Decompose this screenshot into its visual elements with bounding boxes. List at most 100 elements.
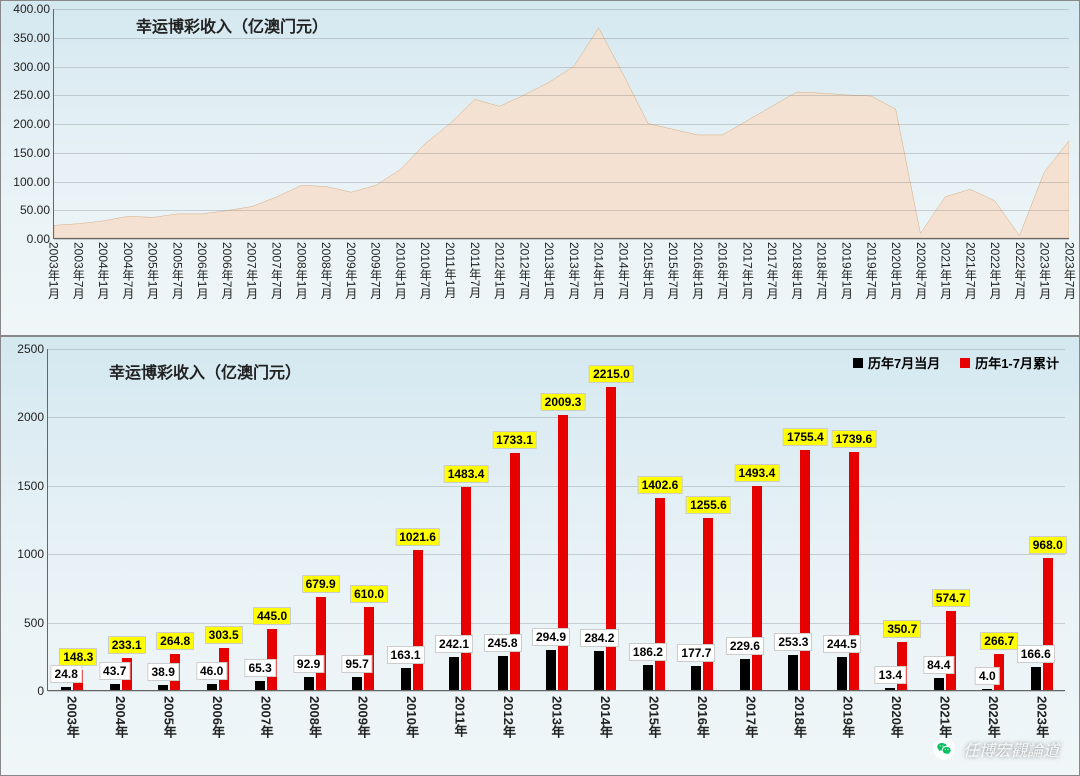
bar-cumulative bbox=[849, 452, 859, 690]
gridline bbox=[54, 210, 1069, 211]
x-axis-label: 2006年 bbox=[208, 690, 227, 738]
x-axis-label: 2011年7月 bbox=[467, 238, 484, 298]
bar-label-red: 1493.4 bbox=[735, 464, 780, 482]
y-axis-label: 300.00 bbox=[13, 60, 54, 74]
bar-label-red: 1483.4 bbox=[444, 465, 489, 483]
gridline bbox=[54, 182, 1069, 183]
bar-label-black: 13.4 bbox=[875, 666, 906, 684]
y-axis-label: 50.00 bbox=[20, 203, 54, 217]
y-axis-label: 2000 bbox=[17, 410, 48, 424]
bar-label-red: 303.5 bbox=[205, 626, 243, 644]
gridline bbox=[54, 95, 1069, 96]
x-axis-label: 2015年 bbox=[644, 690, 663, 738]
bar-label-black: 242.1 bbox=[435, 635, 473, 653]
x-axis-label: 2003年 bbox=[63, 690, 82, 738]
x-axis-label: 2008年 bbox=[305, 690, 324, 738]
x-axis-label: 2007年7月 bbox=[269, 238, 286, 299]
x-axis-label: 2008年7月 bbox=[318, 238, 335, 299]
bar-cumulative bbox=[413, 550, 423, 690]
gridline bbox=[48, 554, 1065, 555]
x-axis-label: 2023年1月 bbox=[1037, 238, 1054, 299]
x-axis-label: 2004年 bbox=[111, 690, 130, 738]
x-axis-label: 2023年 bbox=[1032, 690, 1051, 738]
bar-july bbox=[110, 684, 120, 690]
x-axis-label: 2012年 bbox=[499, 690, 518, 738]
bar-july bbox=[546, 650, 556, 690]
bar-label-black: 284.2 bbox=[580, 629, 618, 647]
bar-cumulative bbox=[364, 607, 374, 690]
bar-label-black: 84.4 bbox=[923, 656, 954, 674]
x-axis-label: 2020年7月 bbox=[913, 238, 930, 299]
bar-cumulative bbox=[1043, 558, 1053, 690]
bar-july bbox=[594, 651, 604, 690]
x-axis-label: 2022年 bbox=[984, 690, 1003, 738]
bar-label-red: 2215.0 bbox=[589, 365, 634, 383]
bar-cumulative bbox=[461, 487, 471, 690]
x-axis-label: 2013年 bbox=[548, 690, 567, 738]
bar-cumulative bbox=[558, 415, 568, 690]
legend-swatch-black bbox=[853, 358, 863, 368]
gridline bbox=[54, 38, 1069, 39]
x-axis-label: 2023年7月 bbox=[1062, 238, 1079, 299]
x-axis-label: 2012年1月 bbox=[492, 238, 509, 299]
x-axis-label: 2017年7月 bbox=[764, 238, 781, 299]
bar-label-black: 46.0 bbox=[196, 662, 227, 680]
bar-july bbox=[1031, 667, 1041, 690]
gridline bbox=[48, 486, 1065, 487]
bar-july bbox=[61, 687, 71, 690]
y-axis-label: 350.00 bbox=[13, 31, 54, 45]
x-axis-label: 2020年1月 bbox=[888, 238, 905, 299]
bar-july bbox=[691, 666, 701, 690]
x-axis-label: 2021年 bbox=[935, 690, 954, 738]
bar-label-black: 43.7 bbox=[99, 662, 130, 680]
bar-label-black: 166.6 bbox=[1017, 645, 1055, 663]
x-axis-label: 2004年1月 bbox=[95, 238, 112, 299]
legend-item-red: 历年1-7月累计 bbox=[960, 353, 1059, 372]
gridline bbox=[54, 67, 1069, 68]
bar-label-black: 24.8 bbox=[51, 665, 82, 683]
x-axis-label: 2007年1月 bbox=[244, 238, 261, 299]
x-axis-label: 2014年 bbox=[596, 690, 615, 738]
bar-chart-container: 幸运博彩收入（亿澳门元） 历年7月当月 历年1-7月累计 05001000150… bbox=[0, 336, 1080, 776]
x-axis-label: 2016年7月 bbox=[715, 238, 732, 299]
x-axis-label: 2021年7月 bbox=[962, 238, 979, 299]
bar-label-red: 233.1 bbox=[108, 636, 146, 654]
bar-label-red: 574.7 bbox=[932, 589, 970, 607]
gridline bbox=[48, 417, 1065, 418]
area-chart-plot: 0.0050.00100.00150.00200.00250.00300.003… bbox=[53, 9, 1069, 239]
x-axis-label: 2017年1月 bbox=[739, 238, 756, 299]
bar-label-black: 95.7 bbox=[341, 655, 372, 673]
bar-july bbox=[207, 684, 217, 690]
x-axis-label: 2009年7月 bbox=[368, 238, 385, 299]
x-axis-label: 2019年 bbox=[838, 690, 857, 738]
bar-july bbox=[498, 656, 508, 690]
bar-label-red: 148.3 bbox=[59, 648, 97, 666]
bar-label-red: 266.7 bbox=[980, 632, 1018, 650]
x-axis-label: 2020年 bbox=[887, 690, 906, 738]
y-axis-label: 1000 bbox=[17, 547, 48, 561]
x-axis-label: 2006年1月 bbox=[194, 238, 211, 299]
bar-label-black: 229.6 bbox=[726, 637, 764, 655]
x-axis-label: 2014年1月 bbox=[591, 238, 608, 299]
bar-label-black: 92.9 bbox=[293, 655, 324, 673]
x-axis-label: 2003年1月 bbox=[46, 238, 63, 299]
bar-label-black: 244.5 bbox=[823, 635, 861, 653]
bar-label-red: 445.0 bbox=[253, 607, 291, 625]
bar-label-red: 1739.6 bbox=[831, 430, 876, 448]
bar-cumulative bbox=[946, 611, 956, 690]
y-axis-label: 500 bbox=[24, 616, 48, 630]
bar-cumulative bbox=[752, 486, 762, 690]
x-axis-label: 2008年1月 bbox=[293, 238, 310, 299]
x-axis-label: 2015年1月 bbox=[640, 238, 657, 299]
x-axis-label: 2009年1月 bbox=[343, 238, 360, 299]
bar-label-red: 264.8 bbox=[156, 632, 194, 650]
watermark-text: 任博宏觀論道 bbox=[963, 737, 1059, 761]
bar-chart-plot: 050010001500200025002003年148.324.82004年2… bbox=[47, 349, 1065, 691]
bar-cumulative bbox=[510, 453, 520, 690]
bar-label-red: 1021.6 bbox=[395, 528, 440, 546]
bar-label-red: 1402.6 bbox=[638, 476, 683, 494]
bar-label-red: 1733.1 bbox=[492, 431, 537, 449]
bar-label-black: 4.0 bbox=[975, 667, 1000, 685]
bar-label-black: 245.8 bbox=[484, 634, 522, 652]
bar-label-black: 65.3 bbox=[244, 659, 275, 677]
